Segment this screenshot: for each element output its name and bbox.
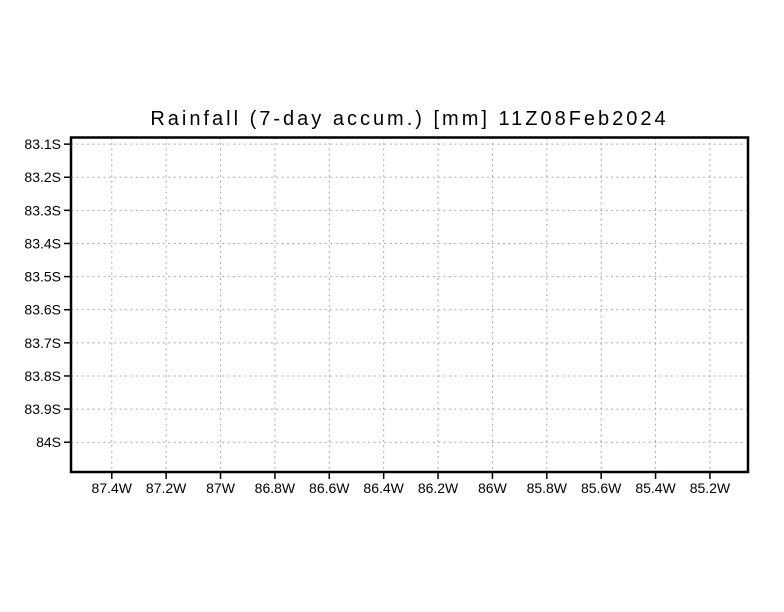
lon-tick-label: 86.6W — [309, 480, 350, 496]
chart-title: Rainfall (7-day accum.) [mm] 11Z08Feb202… — [150, 108, 669, 130]
lat-tick-label: 83.1S — [24, 136, 61, 152]
lat-tick-label: 83.4S — [24, 235, 61, 251]
lat-tick-label: 83.8S — [24, 368, 61, 384]
lon-tick-label: 87W — [206, 480, 236, 496]
plot-border — [69, 136, 750, 474]
lat-tick-label: 83.6S — [24, 302, 61, 318]
lat-tick-label: 83.2S — [24, 169, 61, 185]
lon-tick-label: 85.8W — [527, 480, 568, 496]
lat-tick-label: 83.9S — [24, 401, 61, 417]
lon-tick-label: 85.6W — [581, 480, 622, 496]
lon-tick-label: 86.4W — [363, 480, 404, 496]
lon-tick-label: 87.4W — [92, 480, 133, 496]
lat-tick-label: 83.7S — [24, 335, 61, 351]
lat-tick-label: 84S — [36, 434, 61, 450]
lon-tick-label: 86.2W — [418, 480, 459, 496]
lat-tick-label: 83.3S — [24, 202, 61, 218]
lon-tick-label: 85.2W — [690, 480, 731, 496]
lon-tick-label: 86.8W — [255, 480, 296, 496]
lon-tick-label: 85.4W — [635, 480, 676, 496]
lon-tick-label: 86W — [478, 480, 508, 496]
lat-tick-label: 83.5S — [24, 269, 61, 285]
lon-tick-label: 87.2W — [146, 480, 187, 496]
